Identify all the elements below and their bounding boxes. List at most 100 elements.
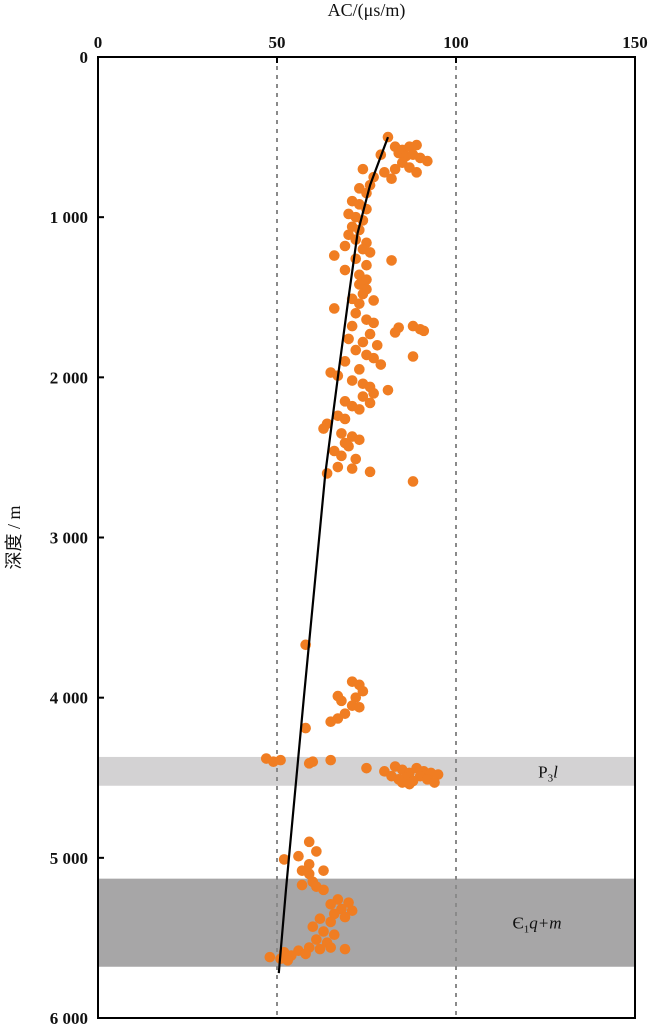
data-point	[364, 328, 376, 340]
data-point	[325, 754, 337, 766]
y-tick-label: 5 000	[50, 849, 88, 868]
y-tick-label: 4 000	[50, 689, 88, 708]
data-point	[339, 413, 351, 425]
data-point	[275, 754, 286, 766]
data-point	[336, 695, 347, 707]
data-point	[343, 333, 354, 345]
data-point	[382, 131, 394, 143]
y-axis-ticks: 0 1 000 2 000 3 000 4 000 5 000 6 000	[50, 48, 104, 1027]
data-point	[411, 167, 422, 178]
data-point	[354, 404, 365, 415]
data-point	[318, 865, 329, 876]
data-point	[296, 879, 308, 891]
data-point	[386, 173, 397, 185]
data-point	[350, 453, 362, 465]
data-point	[325, 942, 337, 953]
x-tick-label: 0	[94, 33, 103, 52]
data-point	[354, 298, 365, 309]
data-point	[382, 384, 394, 396]
x-tick-label: 100	[443, 33, 469, 52]
data-point	[336, 450, 347, 462]
data-point	[314, 943, 326, 955]
data-point	[389, 163, 401, 175]
data-point	[346, 463, 358, 474]
data-point	[339, 911, 351, 923]
data-point	[371, 340, 383, 351]
data-point	[389, 327, 401, 338]
data-point	[364, 247, 376, 258]
y-tick-label: 0	[80, 48, 89, 67]
data-point	[303, 858, 315, 870]
data-point	[314, 913, 326, 924]
data-point	[354, 701, 365, 713]
data-point	[339, 943, 351, 955]
data-point	[321, 468, 333, 479]
data-point	[364, 466, 376, 478]
y-axis-title: 深度 / m	[4, 505, 24, 569]
data-point	[303, 836, 315, 848]
data-point	[278, 854, 290, 865]
data-point	[307, 921, 319, 933]
data-point	[339, 240, 351, 252]
data-point	[350, 253, 362, 265]
x-axis-title: AC/(μs/m)	[328, 0, 406, 21]
data-point	[328, 250, 340, 261]
data-point	[368, 352, 379, 364]
y-tick-label: 2 000	[50, 368, 88, 387]
data-point	[354, 364, 365, 375]
data-point	[354, 434, 365, 446]
data-point	[407, 476, 419, 487]
data-point	[357, 288, 369, 300]
data-point	[325, 716, 337, 727]
data-point	[422, 155, 433, 167]
data-point	[303, 758, 315, 769]
data-point	[368, 295, 379, 306]
data-point	[350, 344, 362, 356]
data-point	[318, 423, 329, 434]
data-point	[325, 916, 337, 928]
data-point	[264, 951, 276, 963]
data-point	[357, 391, 369, 402]
data-point	[368, 317, 379, 329]
data-point	[303, 868, 315, 880]
data-point	[346, 905, 358, 916]
data-point	[361, 762, 372, 774]
data-point	[300, 948, 311, 960]
data-point	[397, 777, 408, 788]
data-point	[332, 461, 344, 473]
trend-line	[277, 136, 390, 974]
y-tick-label: 3 000	[50, 529, 88, 548]
data-point	[346, 375, 358, 386]
data-point	[282, 955, 294, 966]
x-axis-ticks: 0 50 100 150	[94, 33, 648, 63]
data-point	[311, 934, 322, 945]
band-labels: P3l Є1q+m	[513, 762, 562, 935]
data-point	[325, 898, 337, 910]
data-point	[350, 692, 362, 703]
band-label-1: Є1q+m	[513, 914, 562, 936]
data-point	[318, 926, 329, 937]
data-point	[361, 259, 372, 271]
data-point	[429, 777, 440, 788]
data-point	[418, 325, 430, 337]
data-point	[343, 440, 354, 452]
stratigraphic-bands	[98, 756, 635, 967]
data-point	[432, 769, 444, 780]
data-point	[357, 336, 369, 348]
data-point	[343, 897, 354, 908]
data-point	[346, 320, 358, 332]
data-point	[328, 929, 340, 941]
x-tick-label: 50	[269, 33, 286, 52]
data-point	[339, 264, 351, 276]
y-tick-label: 6 000	[50, 1009, 88, 1027]
data-point	[328, 303, 340, 314]
data-point	[357, 163, 369, 175]
data-points	[260, 131, 444, 966]
data-point	[364, 397, 376, 409]
data-point	[293, 850, 304, 862]
data-point	[350, 307, 362, 319]
data-point	[318, 884, 329, 896]
data-point	[300, 722, 311, 734]
band-label-0: P3l	[538, 762, 558, 784]
